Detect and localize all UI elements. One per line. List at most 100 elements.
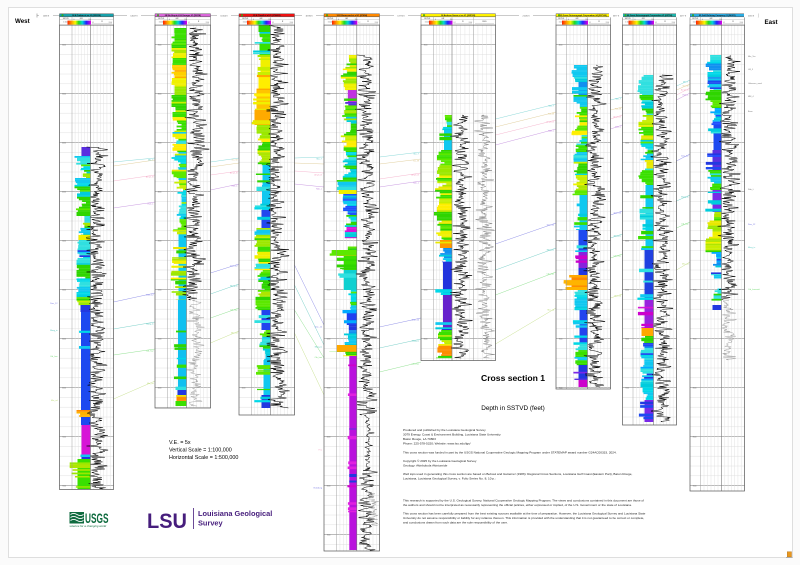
svg-text:2000: 2000 <box>606 22 610 24</box>
svg-text:Mio_sd: Mio_sd <box>682 264 688 266</box>
svg-text:02 Gulf Refining Company #1 (5: 02 Gulf Refining Company #1 (54321) <box>699 14 736 17</box>
svg-text:6000: 6000 <box>625 240 629 242</box>
svg-text:5500: 5500 <box>327 387 331 389</box>
svg-text:7000: 7000 <box>327 534 331 536</box>
svg-text:5000: 5000 <box>242 289 246 291</box>
svg-text:08 Ma Herpin & A Granger #1 (9: 08 Ma Herpin & A Granger #1 (99114) <box>165 14 201 17</box>
svg-text:GR: GR <box>710 18 713 20</box>
svg-text:6500: 6500 <box>625 289 629 291</box>
svg-text:Baton Rouge, LA 70803: Baton Rouge, LA 70803 <box>403 437 436 441</box>
svg-text:Survey: Survey <box>198 519 224 528</box>
svg-text:3000: 3000 <box>327 142 331 144</box>
svg-text:1:1141: 1:1141 <box>559 22 564 24</box>
svg-text:GR: GR <box>576 18 579 20</box>
svg-text:Tex_W: Tex_W <box>548 114 554 116</box>
svg-text:3500: 3500 <box>62 93 66 95</box>
svg-text:Marg_tx: Marg_tx <box>146 323 153 326</box>
svg-text:4000: 4000 <box>327 240 331 242</box>
svg-text:4500: 4500 <box>242 240 246 242</box>
svg-text:science for a changing world: science for a changing world <box>70 524 107 528</box>
svg-text:7500: 7500 <box>62 485 66 487</box>
svg-text:5500: 5500 <box>158 338 162 340</box>
svg-text:7000: 7000 <box>559 338 563 340</box>
svg-text:Rob_L: Rob_L <box>413 183 420 185</box>
svg-text:Amph_B: Amph_B <box>146 176 154 179</box>
svg-text:4000: 4000 <box>424 93 428 95</box>
svg-text:5000: 5000 <box>158 289 162 291</box>
svg-text:6500: 6500 <box>693 240 697 242</box>
svg-text:GR: GR <box>642 18 645 20</box>
svg-text:Rob_L: Rob_L <box>316 189 323 191</box>
svg-text:SSTVD: SSTVD <box>242 18 249 20</box>
svg-text:Rob_L: Rob_L <box>548 131 555 133</box>
svg-text:13775 ft: 13775 ft <box>397 14 405 17</box>
svg-text:RILD: RILD <box>482 21 487 23</box>
svg-text:4500: 4500 <box>559 93 563 95</box>
svg-text:Tex_W: Tex_W <box>413 161 419 163</box>
svg-text:Marg_tx: Marg_tx <box>412 340 419 343</box>
svg-text:03 Grace Seismograph Corporati: 03 Grace Seismograph Corporation #4 (207… <box>560 14 607 17</box>
svg-text:R: R <box>664 21 666 23</box>
svg-text:R: R <box>598 21 600 23</box>
svg-text:4000: 4000 <box>62 142 66 144</box>
svg-text:Disc_12: Disc_12 <box>681 156 689 158</box>
svg-text:the authors and should not be: the authors and should not be interprete… <box>403 503 632 507</box>
svg-text:Produced and published by the: Produced and published by the Louisiana … <box>403 428 486 432</box>
svg-text:USGS: USGS <box>85 511 109 526</box>
svg-text:Disc_12: Disc_12 <box>412 320 420 322</box>
svg-text:Marg_tx: Marg_tx <box>50 329 57 332</box>
svg-text:Tex_W: Tex_W <box>615 109 621 111</box>
svg-text:0: 0 <box>635 19 636 21</box>
svg-text:21135 ft: 21135 ft <box>522 14 530 17</box>
svg-text:0: 0 <box>169 19 170 21</box>
svg-text:3000: 3000 <box>62 44 66 46</box>
svg-text:Rob_L: Rob_L <box>232 186 239 188</box>
svg-text:0.2: 0.2 <box>589 22 591 24</box>
svg-text:Mio_T: Mio_T <box>316 159 322 161</box>
svg-text:14627 ft: 14627 ft <box>130 14 138 17</box>
svg-text:6000: 6000 <box>424 289 428 291</box>
svg-text:Cross section 1: Cross section 1 <box>481 373 545 383</box>
svg-text:GR: GR <box>345 18 348 20</box>
svg-text:150: 150 <box>450 19 453 21</box>
svg-text:Disc_12: Disc_12 <box>614 213 622 215</box>
svg-text:36 A Trahan et ux #1 (205116): 36 A Trahan et ux #1 (205116) <box>72 14 101 17</box>
svg-text:Mio_sd: Mio_sd <box>615 296 621 298</box>
svg-text:R: R <box>198 21 200 23</box>
svg-text:4500: 4500 <box>158 240 162 242</box>
svg-text:V.E. = 5x: V.E. = 5x <box>169 440 191 446</box>
svg-text:LM_3: LM_3 <box>748 69 754 71</box>
svg-text:Mio_T: Mio_T <box>683 82 689 84</box>
svg-text:Geology: Akinbobola Akintomide: Geology: Akinbobola Akintomide <box>403 464 448 468</box>
svg-text:Mio_sd: Mio_sd <box>51 400 57 402</box>
svg-text:7500: 7500 <box>559 387 563 389</box>
svg-text:Louisiana Geological: Louisiana Geological <box>198 509 272 518</box>
svg-text:Disc_12: Disc_12 <box>50 303 58 305</box>
svg-text:Amph_B: Amph_B <box>681 89 689 92</box>
svg-text:5000: 5000 <box>693 93 697 95</box>
svg-text:6000: 6000 <box>242 387 246 389</box>
svg-text:Disc_12: Disc_12 <box>230 266 238 268</box>
svg-text:2000: 2000 <box>206 22 210 24</box>
svg-text:Marg_tx: Marg_tx <box>614 235 621 238</box>
svg-text:6000: 6000 <box>559 240 563 242</box>
svg-text:150: 150 <box>268 19 271 21</box>
svg-text:4500: 4500 <box>693 44 697 46</box>
svg-text:7500: 7500 <box>693 338 697 340</box>
svg-text:3000: 3000 <box>242 93 246 95</box>
svg-text:SSTVD: SSTVD <box>424 18 431 20</box>
svg-text:R: R <box>101 21 103 23</box>
svg-text:0.2: 0.2 <box>188 22 190 24</box>
svg-text:3500: 3500 <box>242 142 246 144</box>
svg-text:Copyright © 2025 by the Louisi: Copyright © 2025 by the Louisiana Geolog… <box>403 459 477 463</box>
svg-text:Unknown_sand: Unknown_sand <box>748 83 762 85</box>
svg-text:Louisiana, Louisiana Geologica: Louisiana, Louisiana Geological Survey, … <box>403 477 496 481</box>
svg-text:Cib_haz: Cib_haz <box>230 310 237 312</box>
svg-text:4000: 4000 <box>559 44 563 46</box>
svg-text:3500: 3500 <box>327 191 331 193</box>
svg-text:12 E Broussard et al #1 (87694: 12 E Broussard et al #1 (87694) <box>336 14 367 17</box>
svg-text:06 Andrew Grace et ux #1 (2057: 06 Andrew Grace et ux #1 (205743) <box>441 14 475 17</box>
svg-text:0: 0 <box>338 19 339 21</box>
svg-text:SSTVD: SSTVD <box>558 18 565 20</box>
svg-text:1:1141: 1:1141 <box>328 22 333 24</box>
